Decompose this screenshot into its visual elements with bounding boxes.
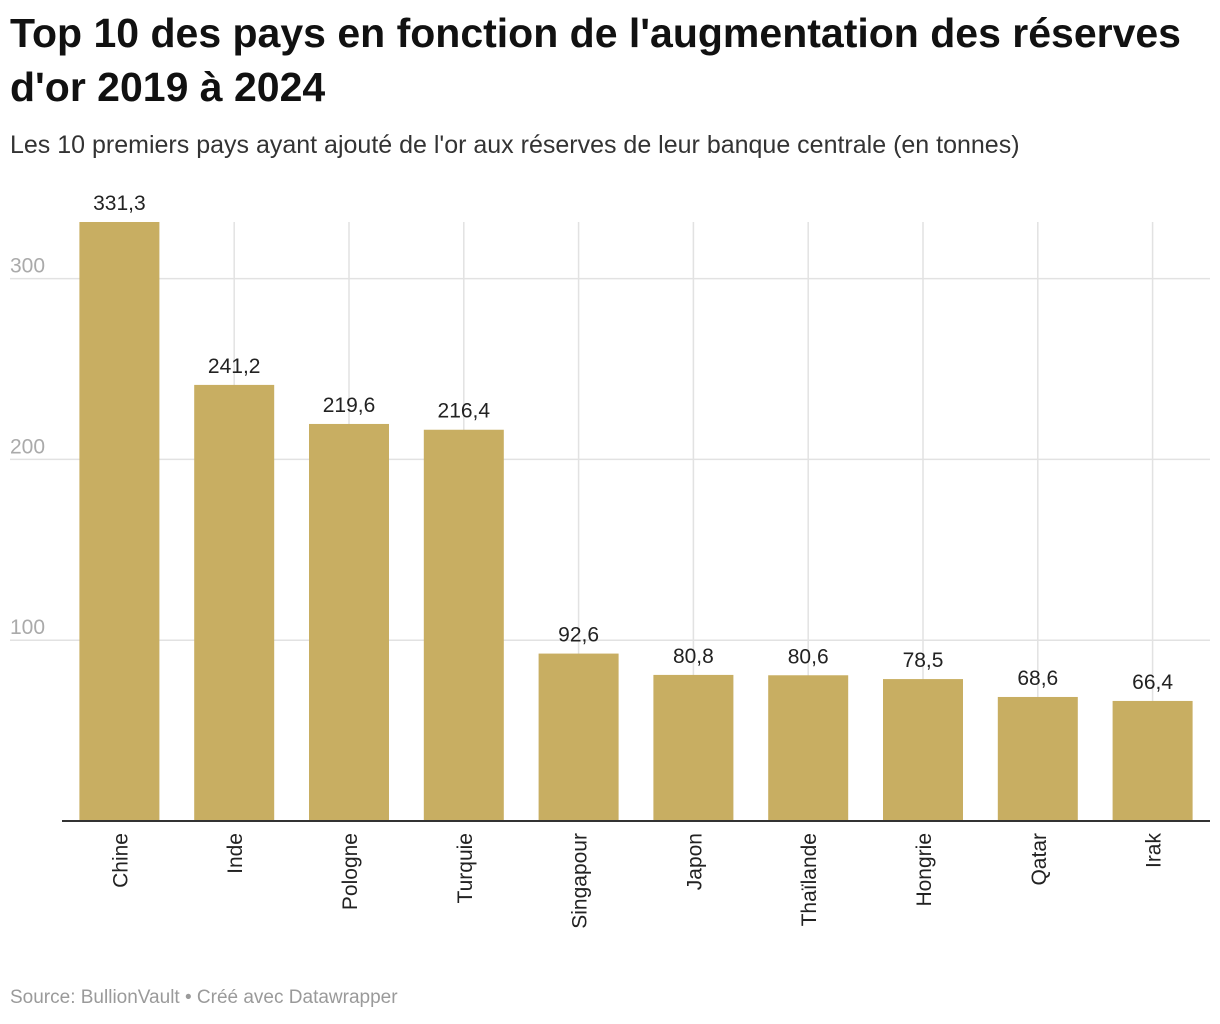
x-tick-label: Thaïlande [798,833,821,926]
x-tick-label: Turquie [454,833,477,903]
x-tick-label: Qatar [1028,833,1051,886]
y-tick-label: 200 [10,435,45,458]
y-tick-label: 300 [10,255,45,278]
data-label: 331,3 [93,192,146,215]
data-label: 219,6 [323,394,376,417]
bar [883,679,963,821]
data-label: 78,5 [903,649,944,672]
data-label: 216,4 [438,400,491,423]
data-label: 241,2 [208,355,261,378]
chart-subtitle: Les 10 premiers pays ayant ajouté de l'o… [10,131,1020,159]
bar [1112,700,1193,821]
x-tick-label: Hongrie [913,833,936,907]
x-tick-label: Singapour [569,833,592,929]
bar [538,653,619,821]
data-label: 80,8 [673,645,714,668]
data-label: 92,6 [558,624,599,647]
x-tick-label: Irak [1143,833,1166,869]
data-label: 66,4 [1132,671,1173,694]
data-label: 80,6 [788,645,829,668]
bar [79,222,160,821]
bar [653,674,734,821]
x-tick-label: Pologne [339,833,362,910]
bar [997,696,1078,821]
chart-title: Top 10 des pays en fonction de l'augment… [10,10,1181,110]
x-tick-label: Japon [683,833,706,890]
bar [768,675,849,821]
x-tick-label: Chine [109,833,132,888]
bar [423,429,504,821]
bar [309,423,389,821]
bar [194,384,275,821]
y-tick-label: 100 [10,616,45,639]
x-tick-label: Inde [224,833,247,874]
data-label: 68,6 [1017,667,1058,690]
bar-chart: 100 200 300 331,3 Chine 241,2 Inde 219,6 Pologne… [10,192,1210,929]
source-note: Source: BullionVault • Créé avec Datawra… [10,987,398,1008]
